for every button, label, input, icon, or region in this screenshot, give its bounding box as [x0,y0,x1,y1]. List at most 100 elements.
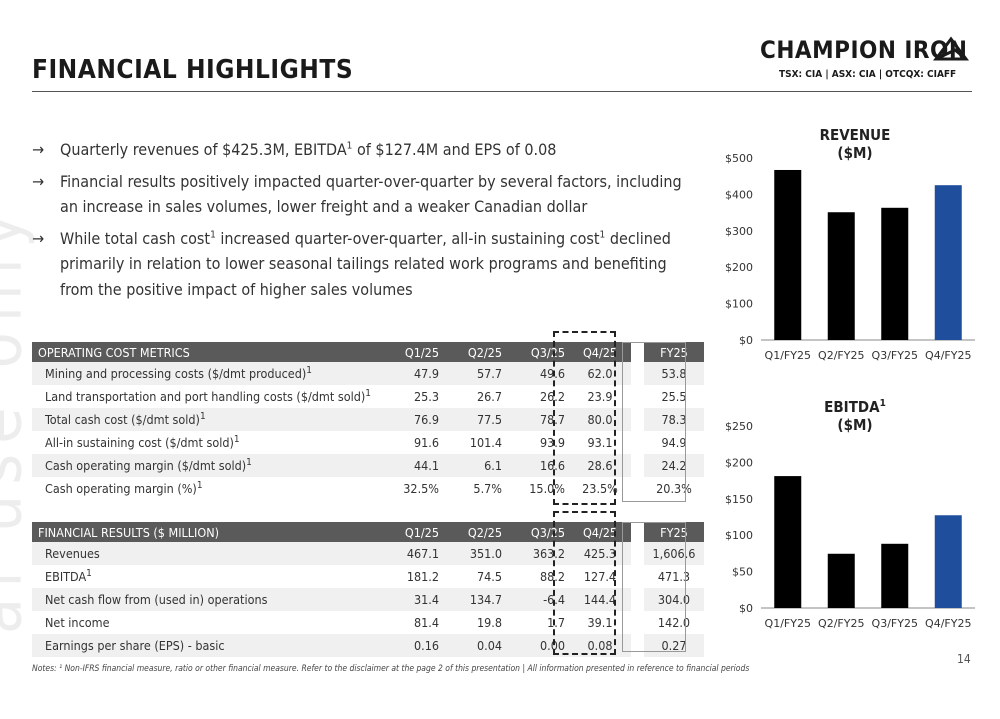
bullet-item: → Financial results positively impacted … [32,169,682,220]
y-tick-label: $500 [725,152,753,165]
table-cell: 6.1 [443,454,506,477]
footnote-marker: 1 [599,229,606,241]
y-tick-label: $50 [732,566,753,579]
x-tick-label: Q2/FY25 [818,349,864,362]
y-tick-label: $150 [725,493,753,506]
x-tick-label: Q4/FY25 [925,349,971,362]
column-header: Q3/25 [506,342,569,362]
row-label: Mining and processing costs ($/dmt produ… [32,362,380,385]
table-cell: 93.9 [539,435,565,450]
table-cell: 53.8 [644,362,704,385]
table-row: Total cash cost ($/dmt sold)1 76.9 77.5 78.… [32,408,704,431]
table-cell: -6.4 [506,588,569,611]
bullet-text: Financial results positively impacted qu… [60,171,682,217]
table-cell: 0.04 [443,634,506,657]
x-tick-label: Q3/FY25 [872,349,918,362]
column-header: FINANCIAL RESULTS ($ MILLION) [32,522,380,542]
brand-name: CHAMPION IRON [760,36,968,64]
bar [774,169,802,340]
table-cell: 25.5 [661,389,687,404]
table-cell: 471.3 [657,569,691,584]
table-cell: 23.5% [582,481,618,496]
table-cell: 80.0 [569,408,631,431]
table-cell: 142.0 [657,615,691,630]
y-tick-label: $250 [725,420,753,433]
table-cell: 23.9 [587,389,613,404]
table-cell: 44.1 [380,454,443,477]
row-label: Net income [45,615,110,630]
header-divider [32,91,972,92]
table-cell: 15.0% [529,481,565,496]
bar [827,553,855,608]
triangle-mountain-icon [933,36,969,61]
x-tick-label: Q1/FY25 [765,617,811,630]
table-cell: 81.4 [413,615,439,630]
footnote-marker: 1 [210,229,216,241]
table-cell: 16.6 [506,454,569,477]
chart-title: REVENUE ($M) [790,126,920,162]
table-row: EBITDA1 181.2 74.5 88.2 127.4 471.3 [32,565,704,588]
table-cell: 78.7 [506,408,569,431]
bullet-list: → Quarterly revenues of $425.3M, EBITDA1… [32,137,682,308]
row-label: Net cash flow from (used in) operations [32,588,380,611]
arrow-icon: → [32,171,45,191]
column-header: Q1/25 [380,342,443,362]
column-header: Q4/25 [569,342,631,362]
bullet-text: Quarterly revenues of $425.3M, EBITDA [60,140,347,159]
chart-title: EBITDA1 ($M) [790,398,920,434]
x-tick-label: Q2/FY25 [818,617,864,630]
table-row: Net cash flow from (used in) operations 3… [32,588,704,611]
row-label: Cash operating margin (%)1 [45,479,203,496]
y-tick-label: $300 [725,225,753,238]
table-cell: 0.27 [644,634,704,657]
footnote-marker: 1 [346,140,353,152]
bar [934,185,962,340]
x-tick-label: Q4/FY25 [925,617,971,630]
column-header: FY25 [644,522,704,542]
table-cell: 127.4 [583,569,617,584]
table-cell: 47.9 [380,362,443,385]
y-tick-label: $0 [739,602,753,615]
bullet-text: increased quarter-over-quarter, all-in s… [215,228,600,248]
bar [774,476,802,608]
row-label: Earnings per share (EPS) - basic [32,634,380,657]
table-cell: 19.8 [476,615,502,630]
arrow-icon: → [32,140,45,159]
table-cell: 57.7 [443,362,506,385]
bullet-item: → While total cash cost1 increased quart… [32,226,682,303]
table-row: Land transportation and port handling co… [32,385,704,408]
chart-title-text: EBITDA [824,398,880,416]
table-row: Mining and processing costs ($/dmt produ… [32,362,704,385]
y-tick-label: $100 [725,529,753,542]
x-tick-label: Q3/FY25 [872,617,918,630]
y-tick-label: $100 [725,298,753,311]
table-cell: 94.9 [661,435,687,450]
table-row: Cash operating margin (%)1 32.5% 5.7% 15.0%… [32,477,704,500]
table-header-row: FINANCIAL RESULTS ($ MILLION) Q1/25 Q2/2… [32,522,704,542]
bar [827,212,855,340]
ticker-symbols: TSX: CIA | ASX: CIA | OTCQX: CIAFF [779,69,957,80]
page-number: 14 [957,652,971,666]
row-label: Cash operating margin ($/dmt sold)1 [32,454,380,477]
bullet-text: declined primarily in relation to lower … [60,228,671,299]
x-tick-label: Q1/FY25 [765,349,811,362]
table-row: Revenues 467.1 351.0 363.2 425.3 1,606.6 [32,542,704,565]
column-header: Q1/25 [380,522,443,542]
table-cell: 467.1 [380,542,443,565]
table-cell: 304.0 [644,588,704,611]
table-cell: 0.16 [380,634,443,657]
ebitda-chart: $0 $50 $100 $150 $200 $250 Q1/FY25 Q2/FY25 Q3/FY… [725,420,975,630]
bullet-text: While total cash cost [60,228,211,248]
table-cell: 5.7% [473,481,502,496]
table-cell: 144.4 [569,588,631,611]
row-label: Land transportation and port handling co… [45,387,371,404]
row-label: Total cash cost ($/dmt sold)1 [32,408,380,431]
footnote: Notes: ¹ Non-IFRS financial measure, rat… [32,664,750,674]
chart-subtitle: ($M) [837,144,873,162]
table-cell: 49.6 [506,362,569,385]
table-row: Net income 81.4 19.8 1.7 39.1 142.0 [32,611,704,634]
table-cell: 88.2 [539,569,565,584]
column-header: Q2/25 [443,522,506,542]
table-cell: 78.3 [644,408,704,431]
operating-cost-table: OPERATING COST METRICS Q1/25 Q2/25 Q3/25… [32,342,704,500]
